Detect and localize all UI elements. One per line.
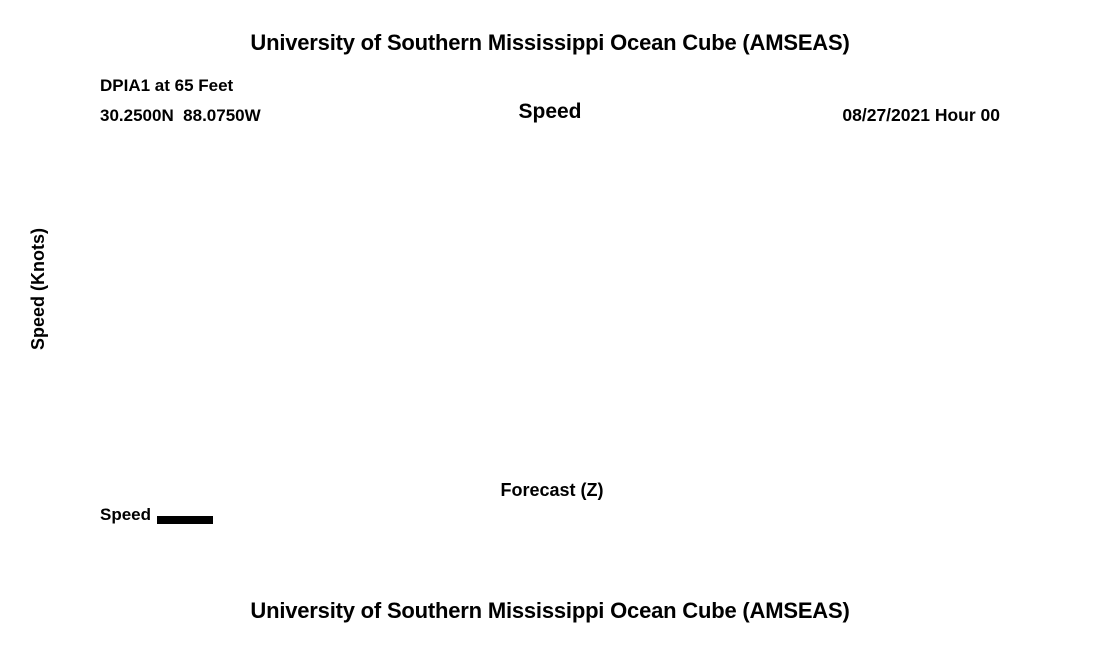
station-label: DPIA1 at 65 Feet [100,76,234,95]
station-coordinates: 30.2500N 88.0750W [100,106,261,125]
page-title: University of Southern Mississippi Ocean… [250,30,850,55]
legend-label: Speed [100,505,152,524]
x-axis-label: Forecast (Z) [500,480,604,500]
plot-heading: Speed [518,100,582,123]
legend-line-swatch [157,516,213,524]
model-run-datetime: 08/27/2021 Hour 00 [842,105,1000,125]
footer-title: University of Southern Mississippi Ocean… [250,598,850,623]
